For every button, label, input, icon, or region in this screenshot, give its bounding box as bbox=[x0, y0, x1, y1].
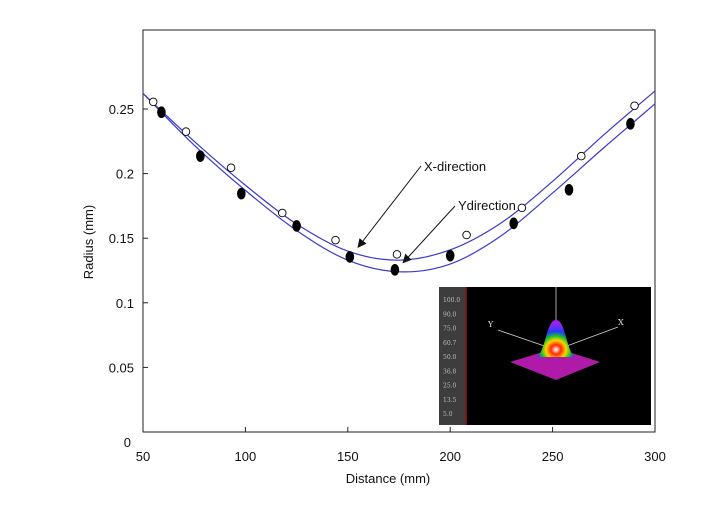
x-axis-label: Distance (mm) bbox=[346, 471, 431, 486]
y-tick-label: 0.1 bbox=[116, 296, 134, 311]
inset-y-axis-label: Y bbox=[487, 320, 494, 329]
inset-base-plane bbox=[510, 348, 600, 380]
x-direction-point bbox=[331, 235, 340, 245]
y-direction-point bbox=[292, 220, 301, 232]
inset-scale-label: 60.7 bbox=[443, 340, 457, 347]
y-direction-point bbox=[196, 150, 205, 162]
y-direction-point bbox=[390, 264, 400, 276]
fit-curve-x-direction bbox=[142, 90, 656, 261]
inset-scale-bar bbox=[439, 287, 466, 425]
inset-scale-label: 36.8 bbox=[443, 368, 457, 375]
x-direction-arrow bbox=[357, 165, 422, 248]
inset-scale-label: 75.0 bbox=[443, 326, 457, 333]
inset-scale-label: 5.0 bbox=[443, 411, 453, 418]
x-direction-point bbox=[462, 230, 471, 240]
y-tick-label: 0.25 bbox=[109, 102, 134, 117]
y-direction-point bbox=[237, 187, 246, 200]
x-direction-point bbox=[181, 127, 191, 136]
y-tick-label: 0 bbox=[124, 435, 131, 450]
x-direction-point bbox=[148, 97, 158, 107]
inset-scale-label: 90.0 bbox=[443, 311, 457, 318]
y-direction-point bbox=[157, 106, 166, 119]
inset-scale-label: 100.0 bbox=[443, 297, 460, 304]
y-tick-label: 0.15 bbox=[109, 231, 134, 246]
y-direction-point bbox=[345, 251, 355, 263]
y-tick-label: 0.2 bbox=[116, 167, 134, 182]
x-axis: 50 100 150 200 250 300 bbox=[136, 427, 666, 464]
beam-profile-inset: 100.0 90.0 75.0 60.7 50.0 36.8 25.0 13.5 5.0 Y X bbox=[439, 287, 651, 425]
x-direction-point bbox=[577, 151, 586, 161]
y-direction-point bbox=[509, 217, 518, 230]
data-points bbox=[148, 97, 639, 276]
x-direction-point bbox=[278, 208, 287, 218]
fit-curve-y-direction bbox=[142, 93, 656, 273]
x-direction-point bbox=[517, 203, 527, 213]
inset-scale-labels: 100.0 90.0 75.0 60.7 50.0 36.8 25.0 13.5 5.0 bbox=[443, 297, 460, 418]
x-direction-point bbox=[226, 163, 236, 173]
x-tick-label: 300 bbox=[644, 449, 666, 464]
y-direction-point bbox=[626, 118, 635, 130]
inset-scale-label: 50.0 bbox=[443, 354, 457, 361]
y-direction-arrow bbox=[402, 205, 456, 264]
inset-x-axis-label: X bbox=[618, 318, 624, 327]
x-direction-point bbox=[392, 250, 402, 259]
x-tick-label: 100 bbox=[235, 449, 257, 464]
x-tick-label: 150 bbox=[337, 449, 359, 464]
y-axis-label: Radius (mm) bbox=[81, 205, 96, 279]
x-direction-label: X-direction bbox=[424, 159, 486, 174]
y-tick-label: 0.05 bbox=[109, 360, 134, 375]
y-direction-label: Ydirection bbox=[458, 198, 516, 213]
x-tick-label: 50 bbox=[136, 449, 150, 464]
y-axis: 0 0.05 0.1 0.15 0.2 0.25 bbox=[109, 102, 148, 450]
x-tick-label: 250 bbox=[542, 449, 564, 464]
y-direction-point bbox=[564, 183, 574, 196]
x-direction-point bbox=[630, 101, 639, 111]
inset-scale-label: 13.5 bbox=[443, 397, 457, 404]
y-direction-point bbox=[445, 249, 455, 262]
inset-gaussian-peak bbox=[536, 320, 576, 357]
x-tick-label: 200 bbox=[439, 449, 461, 464]
inset-scale-label: 25.0 bbox=[443, 383, 457, 390]
